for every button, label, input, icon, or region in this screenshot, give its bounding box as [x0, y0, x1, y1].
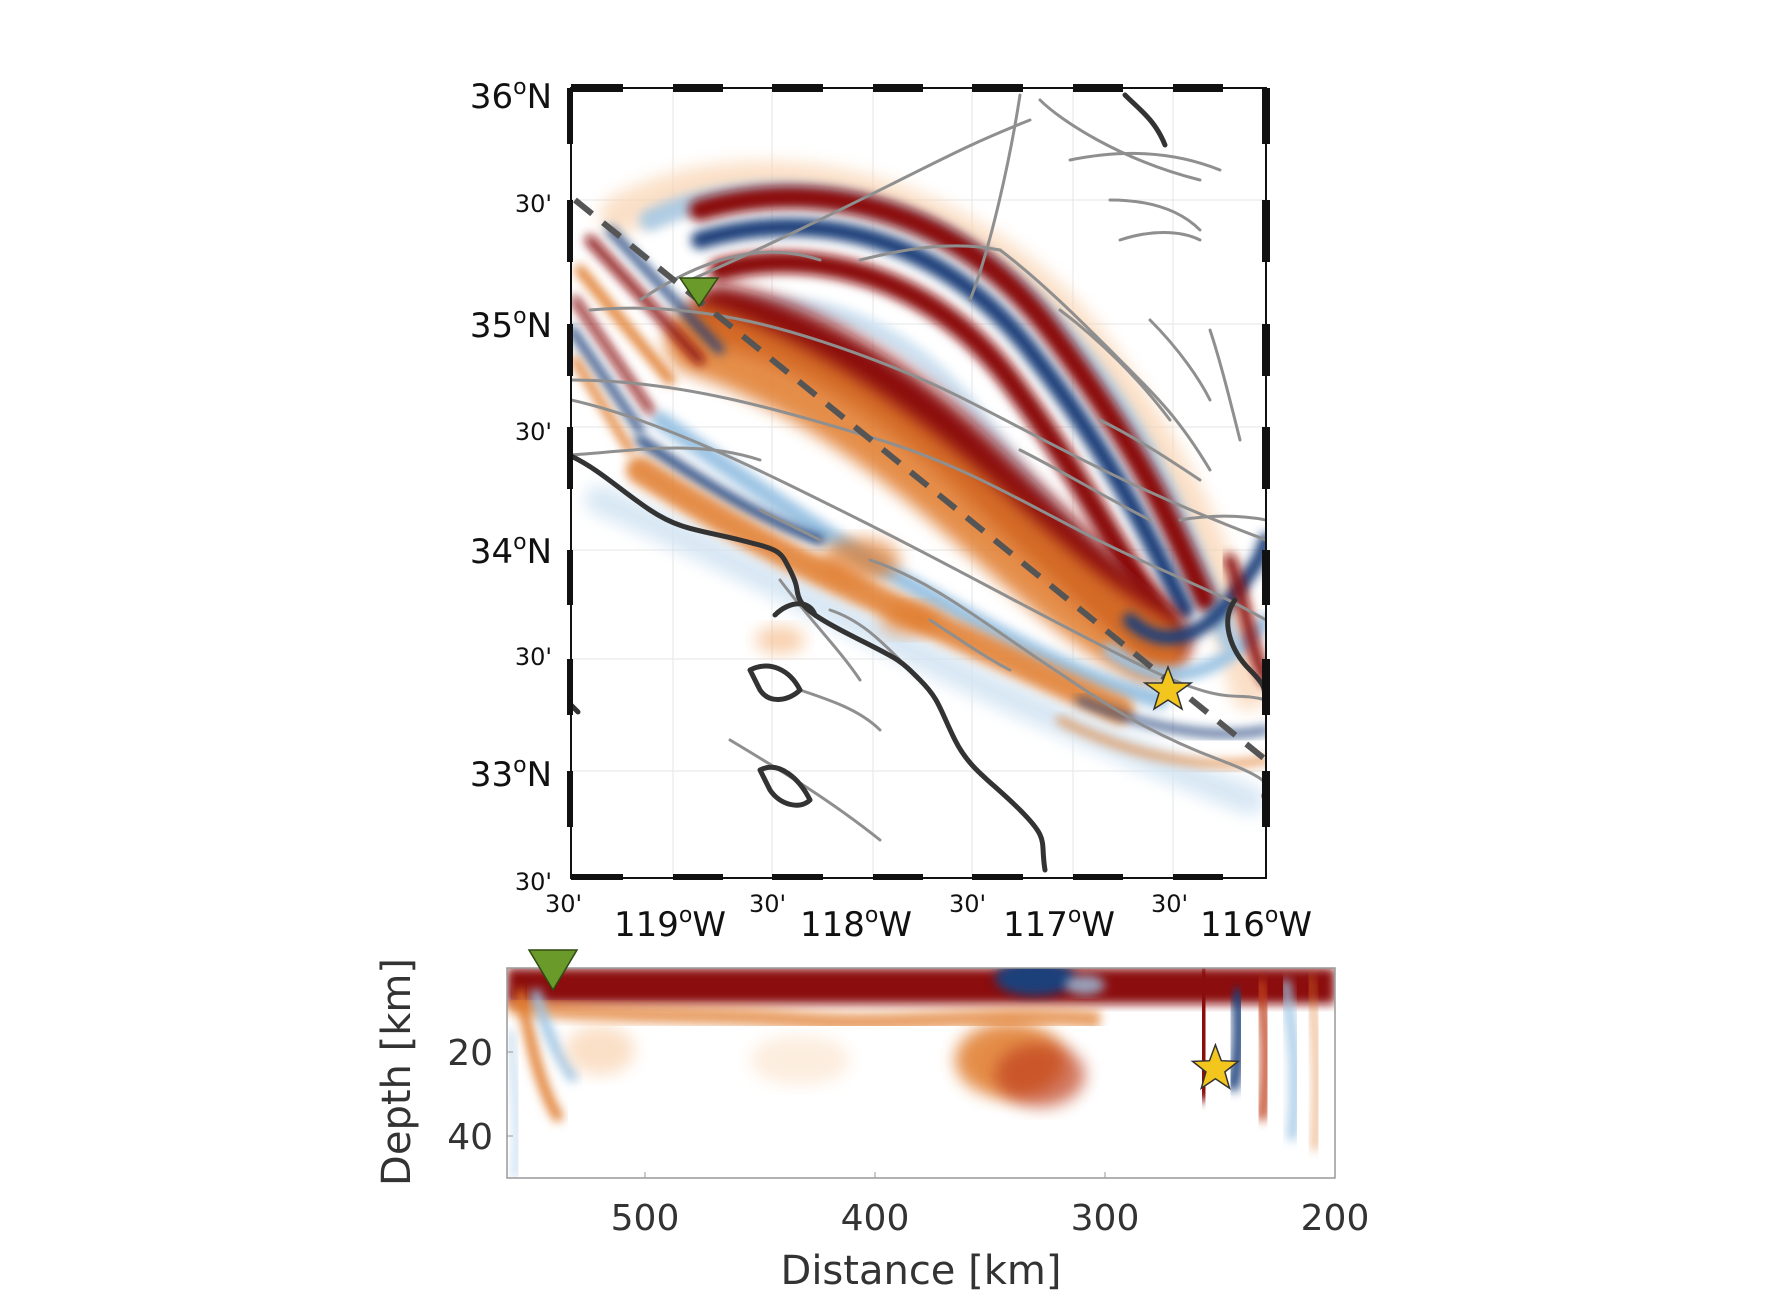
lon-label-119: 119oW [614, 903, 726, 945]
station-marker [678, 277, 720, 308]
lon-minor-label: 30' [949, 890, 986, 918]
lat-label-34: 34oN [470, 530, 552, 572]
section-x-tick-label: 500 [611, 1198, 680, 1239]
lat-minor-label: 30' [515, 190, 552, 218]
lat-label-33: 33oN [470, 753, 552, 795]
wavefield [571, 161, 1266, 815]
epicenter-star [1142, 664, 1194, 711]
section-y-tick-label: 20 [447, 1033, 493, 1074]
latitude-labels: 36oN 35oN 34oN 33oN 30' 30' 30' 30' [470, 75, 552, 896]
map-panel: 36oN 35oN 34oN 33oN 30' 30' 30' 30' 30' … [470, 75, 1312, 945]
section-y-tick-label: 40 [447, 1117, 493, 1158]
lat-label-35: 35oN [470, 304, 552, 346]
section-xlabel: Distance [km] [781, 1248, 1062, 1294]
section-x-ticks: 500 400 300 200 [611, 1172, 1370, 1239]
map-border-left [567, 88, 573, 827]
lat-minor-label: 30' [515, 868, 552, 896]
lat-minor-label: 30' [515, 418, 552, 446]
map-border-right [1262, 88, 1270, 827]
lon-minor-label: 30' [545, 890, 582, 918]
lon-label-116: 116oW [1200, 903, 1312, 945]
section-x-tick-label: 200 [1301, 1198, 1370, 1239]
map-border-top [571, 84, 1223, 92]
section-x-tick-label: 400 [841, 1198, 910, 1239]
lat-label-36: 36oN [470, 75, 552, 117]
lon-label-117: 117oW [1003, 903, 1115, 945]
map-border-bottom [571, 874, 1223, 880]
lat-minor-label: 30' [515, 643, 552, 671]
lon-minor-label: 30' [749, 890, 786, 918]
section-frame [506, 967, 1336, 1179]
section-station-marker [527, 949, 579, 992]
section-x-tick-label: 300 [1071, 1198, 1140, 1239]
section-ylabel: Depth [km] [374, 958, 420, 1186]
fault-lines [571, 93, 1266, 842]
lon-minor-label: 30' [1151, 890, 1188, 918]
lon-label-118: 118oW [800, 903, 912, 945]
section-source-star [1190, 1042, 1241, 1090]
longitude-labels: 30' 119oW 30' 118oW 30' 117oW 30' 116oW [545, 890, 1312, 945]
